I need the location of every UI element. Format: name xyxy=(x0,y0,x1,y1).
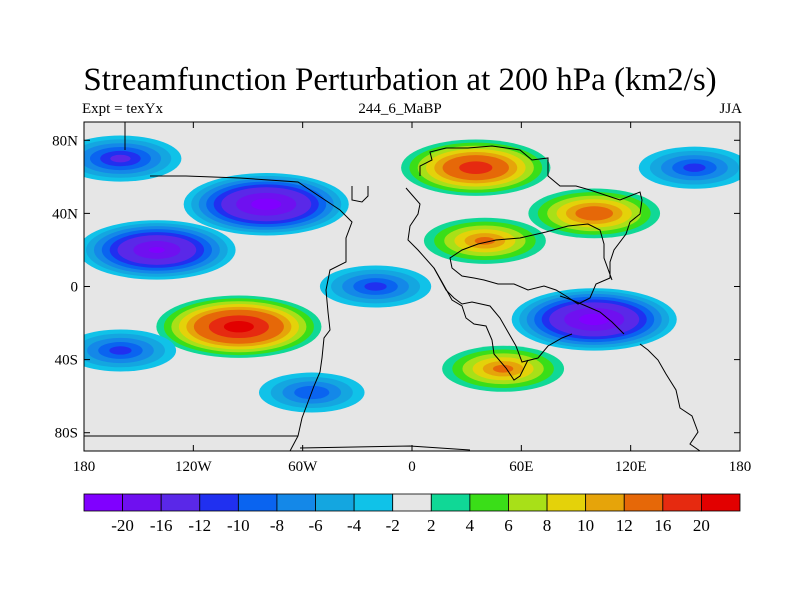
colorbar-swatch xyxy=(160,493,201,512)
positive-anomaly-cell-4 xyxy=(423,217,546,264)
colorbar-swatch xyxy=(546,493,587,512)
positive-anomaly-cell-3 xyxy=(442,345,565,392)
coastline-greenland xyxy=(351,186,369,203)
run-name-label: 244_6_MaBP xyxy=(358,101,442,117)
negative-anomaly-cell-5 xyxy=(84,220,236,280)
contour-band xyxy=(110,154,131,163)
contour-band xyxy=(149,246,165,253)
colorbar: -20 -16 -12 -10 -8 -6 -4 -2 2 4 6 8 10 12 16 20 xyxy=(83,493,741,535)
colorbar-swatch xyxy=(392,493,432,512)
lat-tick-label: 0 xyxy=(71,280,79,296)
positive-anomaly-cell-1 xyxy=(401,139,551,196)
coastline-africa xyxy=(433,267,529,381)
negative-anomaly-cell-11 xyxy=(319,265,432,308)
colorbar-swatch xyxy=(585,493,625,512)
colorbar-swatch xyxy=(199,493,239,512)
contour-band xyxy=(474,236,496,245)
lat-tick-label: 80S xyxy=(55,426,78,442)
colorbar-label: -16 xyxy=(150,516,173,535)
colorbar-swatch xyxy=(353,493,394,512)
coastlines xyxy=(84,122,740,451)
coastline-americas xyxy=(124,122,353,451)
colorbar-label: -10 xyxy=(227,516,250,535)
lon-tick-label: 180 xyxy=(73,459,96,475)
map-axes: 80N 40N 0 40S 80S 180 120W 60W 0 60E 120E 180 xyxy=(52,122,751,475)
season-label: JJA xyxy=(719,101,742,117)
colorbar-label: -2 xyxy=(386,516,400,535)
negative-anomaly-cell-8 xyxy=(84,135,182,182)
colorbar-swatch xyxy=(122,493,162,512)
colorbar-swatch xyxy=(701,493,741,512)
coastline-indonesia xyxy=(559,295,625,335)
positive-anomaly-cell-2 xyxy=(528,188,661,239)
lon-tick-label: 120W xyxy=(175,459,213,475)
colorbar-label: 12 xyxy=(616,516,633,535)
colorbar-swatch xyxy=(430,493,471,512)
positive-anomaly-cell-0 xyxy=(156,295,322,358)
lon-tick-label: 0 xyxy=(408,459,416,475)
lon-tick-label: 120E xyxy=(615,459,647,475)
colorbar-label: 4 xyxy=(466,516,475,535)
coastline-australia xyxy=(639,343,740,451)
contour-band xyxy=(492,364,514,373)
negative-anomaly-cell-12 xyxy=(84,329,177,372)
lon-tick-label: 60E xyxy=(509,459,533,475)
colorbar-label: 8 xyxy=(543,516,552,535)
negative-anomaly-cell-7 xyxy=(511,288,677,351)
coastline-antarctica xyxy=(84,435,471,451)
lon-tick-label: 180 xyxy=(729,459,752,475)
colorbar-label: 16 xyxy=(654,516,671,535)
colorbar-label: 6 xyxy=(504,516,513,535)
contour-band xyxy=(575,206,614,221)
lat-tick-label: 40S xyxy=(55,353,78,369)
negative-anomaly-cell-6 xyxy=(183,173,349,236)
colorbar-swatch xyxy=(469,493,509,512)
contour-band xyxy=(459,161,493,174)
colorbar-label: 10 xyxy=(577,516,594,535)
contour-band xyxy=(683,163,706,172)
lat-tick-label: 80N xyxy=(52,133,78,149)
colorbar-label: 20 xyxy=(693,516,710,535)
lon-tick-label: 60W xyxy=(288,459,318,475)
contour-band xyxy=(579,313,610,326)
experiment-label: Expt = texYx xyxy=(82,101,163,117)
colorbar-label: -12 xyxy=(188,516,211,535)
contour-field xyxy=(84,122,740,451)
colorbar-swatch xyxy=(83,493,123,512)
contour-band xyxy=(251,198,282,210)
contour-band xyxy=(364,282,387,291)
chart-title: Streamfunction Perturbation at 200 hPa (… xyxy=(83,62,717,98)
colorbar-label: -20 xyxy=(111,516,134,535)
colorbar-swatch xyxy=(508,493,548,512)
colorbar-label: 2 xyxy=(427,516,436,535)
colorbar-swatch xyxy=(237,493,278,512)
colorbar-label: -6 xyxy=(308,516,322,535)
colorbar-label: -8 xyxy=(270,516,284,535)
contour-band xyxy=(223,321,254,333)
negative-anomaly-cell-9 xyxy=(638,146,740,189)
colorbar-swatch xyxy=(623,493,664,512)
colorbar-swatch xyxy=(276,493,316,512)
lat-tick-label: 40N xyxy=(52,206,78,222)
coastline-eurasia xyxy=(405,145,643,363)
colorbar-swatch xyxy=(315,493,355,512)
contour-band xyxy=(109,346,132,355)
colorbar-swatch xyxy=(662,493,702,512)
colorbar-label: -4 xyxy=(347,516,362,535)
